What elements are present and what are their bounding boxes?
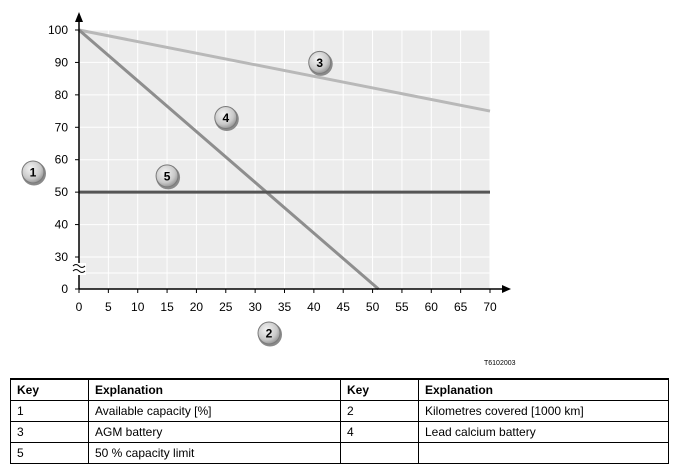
- y-tick-label: 90: [55, 55, 69, 69]
- x-tick-label: 60: [425, 300, 439, 314]
- callout-5: 5: [155, 164, 181, 190]
- y-tick-label: 0: [61, 282, 68, 296]
- table-row: 1 Available capacity [%] 2 Kilometres co…: [10, 400, 669, 422]
- x-tick-label: 30: [248, 300, 262, 314]
- callout-number: 4: [222, 111, 229, 125]
- header-key-2: Key: [340, 378, 419, 401]
- callout-number: 1: [30, 166, 37, 180]
- axis-break-mark: [72, 264, 86, 268]
- callout-2: 2: [257, 321, 282, 347]
- y-tick-label: 40: [55, 218, 69, 232]
- callout-4: 4: [214, 106, 239, 132]
- explanation-cell: [418, 442, 669, 464]
- x-tick-label: 15: [160, 300, 174, 314]
- header-explanation-2: Explanation: [418, 378, 669, 401]
- key-cell: 1: [10, 400, 89, 422]
- callout-bubble: [308, 50, 332, 74]
- x-tick-label: 55: [395, 300, 409, 314]
- x-tick-label: 65: [454, 300, 468, 314]
- series-lines: [78, 28, 491, 291]
- explanation-cell: AGM battery: [88, 421, 341, 443]
- explanation-cell: Available capacity [%]: [88, 400, 341, 422]
- x-tick-label: 10: [131, 300, 145, 314]
- capacity-chart: 0 5 10 15 20 25 30 35 40 45 50 55 60 65 70030405060708…: [21, 12, 511, 347]
- x-tick-label: 70: [483, 300, 497, 314]
- key-cell: 4: [340, 421, 419, 443]
- y-tick-label: 70: [55, 120, 69, 134]
- explanation-cell: Kilometres covered [1000 km]: [418, 400, 669, 422]
- callout-number: 3: [316, 56, 323, 70]
- callout-bubble: [155, 164, 179, 188]
- explanation-cell: 50 % capacity limit: [88, 442, 341, 464]
- callout-3: 3: [308, 50, 333, 76]
- header-explanation-1: Explanation: [88, 378, 341, 401]
- table-row: 3 AGM battery 4 Lead calcium battery: [10, 421, 669, 443]
- header-key-1: Key: [10, 378, 89, 401]
- grid-lines: [79, 29, 491, 289]
- y-tick-label: 60: [55, 153, 69, 167]
- y-tick-label: 80: [55, 88, 69, 102]
- x-tick-label: 35: [278, 300, 292, 314]
- y-tick-label: 50: [55, 185, 69, 199]
- key-table-header: Key Explanation Key Explanation: [10, 378, 669, 401]
- key-cell: [340, 442, 419, 464]
- x-tick-label: 50: [366, 300, 380, 314]
- x-tick-label: 0: [76, 300, 83, 314]
- series-line-4: [78, 28, 380, 291]
- y-tick-label: 100: [48, 23, 68, 37]
- callout-bubble: [214, 106, 238, 130]
- y-tick-label: 30: [55, 250, 69, 264]
- key-cell: 3: [10, 421, 89, 443]
- axis-break-mark: [72, 269, 86, 273]
- figure-id: T6102003: [484, 360, 516, 367]
- key-cell: 2: [340, 400, 419, 422]
- callout-number: 2: [266, 327, 273, 341]
- key-table: Key Explanation Key Explanation 1 Availa…: [10, 378, 669, 464]
- x-tick-label: 45: [337, 300, 351, 314]
- axes: [72, 12, 511, 293]
- y-axis-arrow: [75, 12, 83, 22]
- x-tick-label: 25: [219, 300, 233, 314]
- table-row: 5 50 % capacity limit: [10, 442, 669, 464]
- callout-bubble: [21, 160, 45, 184]
- callouts: 1 2 3 4 5: [21, 50, 333, 347]
- x-axis-arrow: [502, 285, 511, 293]
- callout-bubble: [257, 321, 281, 345]
- callout-number: 5: [164, 169, 171, 183]
- x-tick-label: 20: [190, 300, 204, 314]
- x-tick-label: 40: [307, 300, 321, 314]
- series-line-3: [78, 28, 491, 113]
- key-cell: 5: [10, 442, 89, 464]
- callout-1: 1: [21, 160, 46, 186]
- tick-labels: 0 5 10 15 20 25 30 35 40 45 50 55 60 65 70030405060708…: [48, 23, 497, 314]
- x-tick-label: 5: [105, 300, 112, 314]
- explanation-cell: Lead calcium battery: [418, 421, 669, 443]
